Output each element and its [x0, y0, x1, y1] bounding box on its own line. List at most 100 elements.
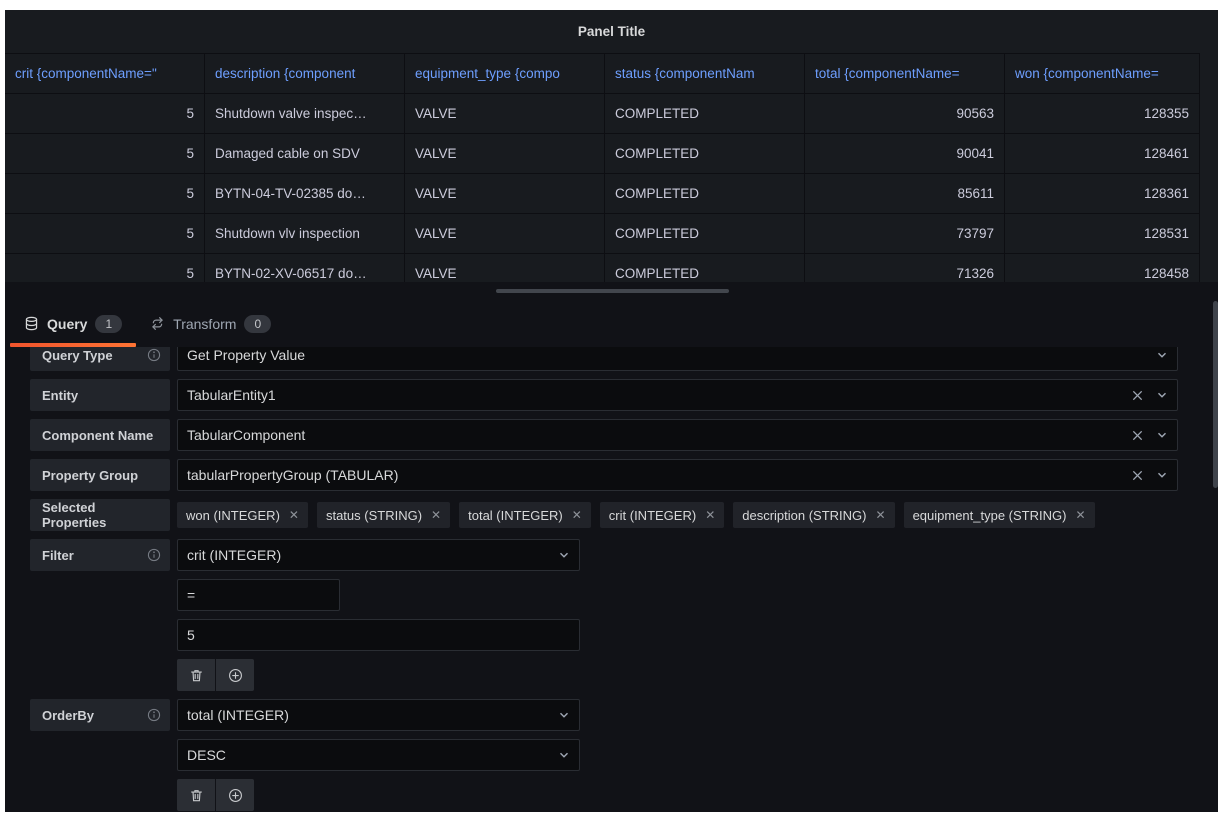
table-row: 5 Damaged cable on SDV VALVE COMPLETED 90041…	[5, 134, 1200, 174]
remove-tag-icon[interactable]: ✕	[288, 508, 299, 522]
filter-delete-button[interactable]	[177, 659, 215, 691]
table-cell: COMPLETED	[605, 254, 805, 282]
table-cell: 5	[5, 174, 205, 213]
table-row: 5 BYTN-02-XV-06517 do… VALVE COMPLETED 71326…	[5, 254, 1200, 282]
chevron-down-icon[interactable]	[558, 549, 570, 561]
column-header[interactable]: crit {componentName="	[5, 54, 205, 93]
selected-properties-row: Selected Properties won (INTEGER) ✕ status…	[30, 499, 1218, 531]
filter-operator-row: =	[30, 579, 1218, 611]
filter-value-row: 5	[30, 619, 1218, 651]
tab-query[interactable]: Query 1	[10, 300, 137, 347]
filter-attribute-select[interactable]: crit (INTEGER)	[177, 539, 580, 571]
info-circle-icon	[147, 348, 161, 362]
tab-transform-label: Transform	[173, 315, 237, 332]
info-circle-icon	[147, 548, 161, 562]
selected-property-tag: description (STRING) ✕	[733, 502, 895, 528]
table-cell: 90563	[805, 94, 1005, 133]
x-icon[interactable]	[1131, 429, 1144, 442]
table-cell: VALVE	[405, 254, 605, 282]
table-cell: 128355	[1005, 94, 1200, 133]
selected-property-tag: crit (INTEGER) ✕	[599, 502, 725, 528]
column-header[interactable]: equipment_type {compo	[405, 54, 605, 93]
table-cell: COMPLETED	[605, 134, 805, 173]
editor-scrollbar[interactable]	[1213, 301, 1218, 488]
selected-property-tag: won (INTEGER) ✕	[177, 502, 308, 528]
filter-add-button[interactable]	[216, 659, 254, 691]
table-cell: BYTN-04-TV-02385 do…	[205, 174, 405, 213]
table-cell: VALVE	[405, 134, 605, 173]
tab-transform[interactable]: Transform 0	[136, 300, 285, 347]
column-header[interactable]: won {componentName=	[1005, 54, 1200, 93]
tag-label: description (STRING)	[742, 507, 867, 523]
selected-property-tag: status (STRING) ✕	[316, 502, 451, 528]
table-cell: 128461	[1005, 134, 1200, 173]
table-cell: Damaged cable on SDV	[205, 134, 405, 173]
table-cell: Shutdown valve inspec…	[205, 94, 405, 133]
chevron-down-icon[interactable]	[558, 749, 570, 761]
chevron-down-icon[interactable]	[1156, 429, 1168, 441]
field-label-filter: Filter	[30, 539, 170, 571]
table-cell: VALVE	[405, 214, 605, 253]
chevron-down-icon[interactable]	[558, 709, 570, 721]
table-cell: 5	[5, 254, 205, 282]
field-label-component-name: Component Name	[30, 419, 170, 451]
trash-icon	[189, 668, 204, 683]
remove-tag-icon[interactable]: ✕	[431, 508, 442, 522]
table-cell: BYTN-02-XV-06517 do…	[205, 254, 405, 282]
pane-resize-handle[interactable]	[495, 289, 729, 293]
data-table: crit {componentName=" description {compon…	[5, 53, 1200, 282]
orderby-row: OrderBy total (INTEGER)	[30, 699, 1218, 731]
table-cell: Shutdown vlv inspection	[205, 214, 405, 253]
remove-tag-icon[interactable]: ✕	[705, 508, 716, 522]
orderby-add-button[interactable]	[216, 779, 254, 811]
plus-circle-icon	[228, 788, 243, 803]
plus-circle-icon	[228, 668, 243, 683]
table-cell: COMPLETED	[605, 94, 805, 133]
panel-title: Panel Title	[577, 24, 646, 39]
column-header[interactable]: status {componentNam	[605, 54, 805, 93]
orderby-attribute-select[interactable]: total (INTEGER)	[177, 699, 580, 731]
filter-value-input[interactable]: 5	[177, 619, 580, 651]
field-label-property-group: Property Group	[30, 459, 170, 491]
filter-actions-row	[30, 659, 1218, 691]
query-editor-pane: Query 1 Transform 0	[5, 300, 1218, 811]
table-cell: 85611	[805, 174, 1005, 213]
tag-label: won (INTEGER)	[186, 507, 280, 523]
column-header[interactable]: total {componentName=	[805, 54, 1005, 93]
table-cell: 128531	[1005, 214, 1200, 253]
chevron-down-icon[interactable]	[1156, 469, 1168, 481]
table-cell: 5	[5, 134, 205, 173]
component-name-select[interactable]: TabularComponent	[177, 419, 1178, 451]
x-icon[interactable]	[1131, 389, 1144, 402]
editor-tab-bar: Query 1 Transform 0	[5, 300, 1218, 347]
query-count-badge: 1	[95, 314, 123, 333]
remove-tag-icon[interactable]: ✕	[571, 508, 582, 522]
tag-label: status (STRING)	[325, 507, 423, 523]
property-group-select[interactable]: tabularPropertyGroup (TABULAR)	[177, 459, 1178, 491]
chevron-down-icon[interactable]	[1156, 349, 1168, 361]
tag-label: total (INTEGER)	[468, 507, 563, 523]
transform-icon	[150, 316, 165, 331]
field-label-selected-properties: Selected Properties	[30, 499, 170, 531]
x-icon[interactable]	[1131, 469, 1144, 482]
table-row: 5 Shutdown valve inspec… VALVE COMPLETED 905…	[5, 94, 1200, 134]
table-body: 5 Shutdown valve inspec… VALVE COMPLETED 905…	[5, 94, 1200, 282]
filter-operator-input[interactable]: =	[177, 579, 340, 611]
column-header[interactable]: description {component	[205, 54, 405, 93]
active-tab-underline	[10, 343, 137, 347]
pane-divider	[5, 282, 1218, 300]
field-label-entity: Entity	[30, 379, 170, 411]
remove-tag-icon[interactable]: ✕	[875, 508, 886, 522]
remove-tag-icon[interactable]: ✕	[1075, 508, 1086, 522]
orderby-delete-button[interactable]	[177, 779, 215, 811]
table-header-row: crit {componentName=" description {compon…	[5, 54, 1200, 94]
entity-select[interactable]: TabularEntity1	[177, 379, 1178, 411]
query-form: Query Type Get Property Value	[5, 339, 1218, 811]
selected-properties-tags: won (INTEGER) ✕ status (STRING) ✕ total (INT…	[177, 499, 1095, 531]
orderby-direction-select[interactable]: DESC	[177, 739, 580, 771]
table-cell: 5	[5, 94, 205, 133]
field-label-orderby: OrderBy	[30, 699, 170, 731]
chevron-down-icon[interactable]	[1156, 389, 1168, 401]
tag-label: crit (INTEGER)	[608, 507, 697, 523]
